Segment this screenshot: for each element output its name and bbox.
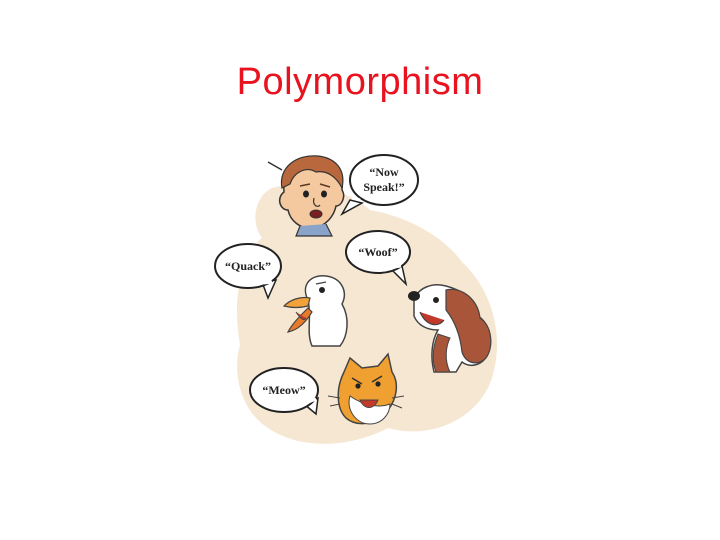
- person-speech-line-2: Speak!”: [363, 180, 404, 194]
- cat-icon: [327, 352, 405, 425]
- person-speech-line-1: “Now: [369, 165, 399, 179]
- speech-bubble-duck: “Quack”: [214, 243, 282, 300]
- speech-bubble-person: “Now Speak!”: [340, 154, 419, 216]
- speech-bubble-dog: “Woof”: [345, 230, 411, 287]
- slide-title: Polymorphism: [236, 61, 484, 103]
- speech-bubble-cat: “Meow”: [249, 367, 319, 416]
- duck-speech-text: “Quack”: [225, 259, 271, 273]
- dog-speech-text: “Woof”: [358, 245, 397, 259]
- cat-speech-text: “Meow”: [262, 383, 305, 397]
- dog-icon: [408, 284, 492, 373]
- person-icon: [267, 155, 345, 237]
- duck-icon: [282, 275, 348, 347]
